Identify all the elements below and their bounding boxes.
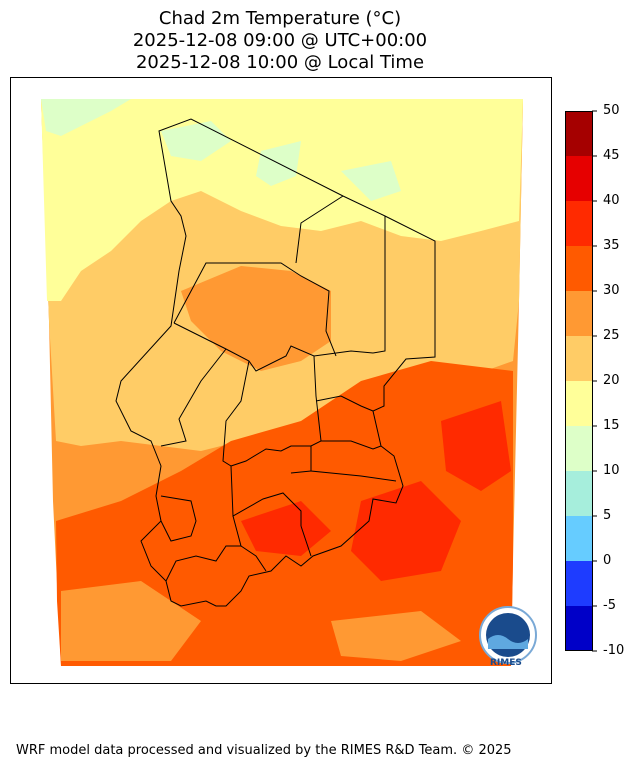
region-border-13 xyxy=(300,525,312,557)
region-border-6 xyxy=(222,360,250,467)
region-border-5 xyxy=(160,348,227,447)
region-border-2 xyxy=(295,195,344,264)
logo-text: RIMES xyxy=(490,658,522,668)
band-35-40-b xyxy=(351,481,461,581)
region-border-4 xyxy=(173,322,374,372)
colorbar-bin xyxy=(565,561,593,606)
region-border-7 xyxy=(230,355,322,467)
colorbar-bin xyxy=(565,291,593,336)
region-border-15 xyxy=(240,545,267,572)
colorbar-tick-label: 25 xyxy=(603,328,620,343)
colorbar-tick-label: 10 xyxy=(603,463,620,478)
colorbar-tick-label: 30 xyxy=(603,283,620,298)
colorbar-tick-label: 40 xyxy=(603,193,620,208)
colorbar-bin xyxy=(565,111,593,156)
band-25-30-southeast xyxy=(331,611,461,661)
band-25-30-south xyxy=(61,581,201,661)
band-15-20 xyxy=(41,99,523,301)
map-frame xyxy=(10,77,552,684)
footer-credit: WRF model data processed and visualized … xyxy=(16,743,512,758)
local-time: 2025-12-08 10:00 @ Local Time xyxy=(135,52,425,73)
colorbar-bin xyxy=(565,336,593,381)
region-border-12 xyxy=(290,470,312,474)
colorbar-bin xyxy=(565,201,593,246)
colorbar-bin xyxy=(565,246,593,291)
colorbar-tick-label: 20 xyxy=(603,373,620,388)
utc-time: 2025-12-08 09:00 @ UTC+00:00 xyxy=(132,30,428,51)
map-title: Chad 2m Temperature (°C) xyxy=(158,8,402,29)
colorbar-bin xyxy=(565,471,593,516)
chad-outline xyxy=(115,118,436,607)
colorbar xyxy=(565,110,597,652)
region-border-9 xyxy=(321,440,382,450)
band-10-15-d xyxy=(341,161,401,201)
colorbar-tick-label: 50 xyxy=(603,103,620,118)
region-border-10 xyxy=(310,446,397,482)
colorbar-tick-label: 0 xyxy=(603,553,612,568)
band-10-15-b xyxy=(161,121,231,161)
colorbar-tick-label: -5 xyxy=(603,598,616,613)
colorbar-bin xyxy=(565,606,593,651)
colorbar-tick-label: -10 xyxy=(603,643,625,658)
colorbar-tick-label: 15 xyxy=(603,418,620,433)
country-borders xyxy=(115,118,436,607)
colorbar-bin xyxy=(565,156,593,201)
rimes-logo xyxy=(479,606,537,664)
colorbar-bin xyxy=(565,426,593,471)
region-border-3 xyxy=(372,216,386,354)
colorbar-tick-label: 45 xyxy=(603,148,620,163)
band-35-40-a xyxy=(241,501,331,556)
colorbar-bin xyxy=(565,516,593,561)
region-border-1 xyxy=(173,262,337,357)
colorbar-tick-label: 35 xyxy=(603,238,620,253)
colorbar-bin xyxy=(565,381,593,426)
region-border-16 xyxy=(160,495,197,542)
colorbar-tick-label: 5 xyxy=(603,508,612,523)
region-border-11 xyxy=(230,465,302,526)
temperature-map xyxy=(41,99,523,666)
band-35-40-c xyxy=(441,401,511,491)
region-border-8 xyxy=(315,395,374,412)
band-10-15-a xyxy=(41,99,131,136)
